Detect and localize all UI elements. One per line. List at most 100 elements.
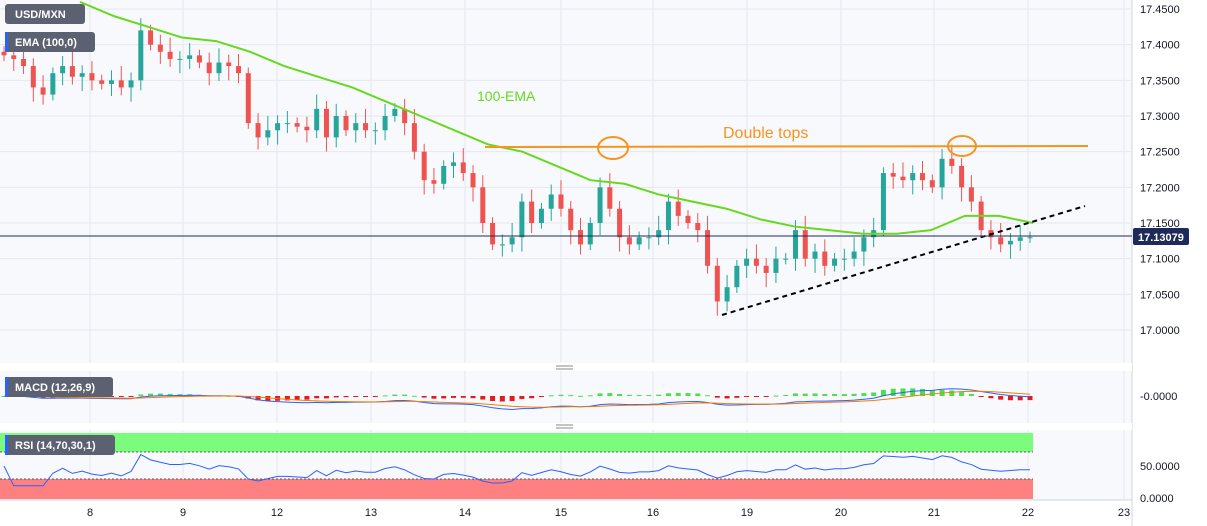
macd-histogram-bar [1017,396,1023,401]
macd-signal-line [3,390,1031,408]
macd-histogram-bar [157,393,163,396]
time-tick-label: 8 [87,507,93,519]
candle-body [69,66,75,77]
candle-body [275,123,281,131]
macd-histogram-bar [783,395,789,397]
candle-body [558,194,564,209]
candle-body [695,223,701,231]
ema-annotation-label: 100-EMA [477,88,536,104]
macd-histogram-bar [148,393,154,396]
rsi-oversold-zone [0,479,1033,499]
price-tick-label: 17.1000 [1140,254,1180,266]
candle-body [333,116,339,138]
candle-body [187,55,193,59]
macd-resize-handle[interactable] [0,363,1132,371]
candle-body [79,73,85,77]
macd-histogram-bar [548,395,554,397]
macd-histogram-bar [861,393,867,396]
time-tick-label: 14 [459,507,471,519]
candle-body [783,258,789,260]
candle-body [1,51,7,56]
candle-body [89,73,95,81]
candle-body [812,251,818,259]
macd-histogram-bar [1007,396,1013,401]
price-tick-label: 17.4000 [1140,40,1180,52]
macd-histogram-bar [314,396,320,399]
macd-histogram-bar [509,396,515,402]
macd-histogram-bar [167,393,173,396]
candle-body [832,258,838,266]
candle-body [568,208,574,231]
macd-histogram-bar [988,396,994,399]
candle-body [372,130,378,132]
candle-body [646,237,652,239]
time-tick-label: 21 [928,507,940,519]
macd-panel-bg [0,371,1132,423]
ema-tag[interactable]: EMA (100,0) [5,32,95,52]
candle-body [841,258,847,260]
candle-body [607,187,613,209]
candle-body [714,265,720,302]
macd-histogram-bar [363,396,369,397]
macd-histogram-bar [333,396,339,398]
candle-body [11,55,17,59]
candle-body [177,58,183,60]
macd-histogram-bar [470,396,476,399]
price-tick-label: 17.1500 [1140,218,1180,230]
candle-body [880,173,886,231]
candle-body [587,223,593,245]
price-tick-label: 17.0000 [1140,325,1180,337]
current-price-badge [1133,228,1189,245]
candle-body [763,265,769,273]
candle-body [421,151,427,181]
time-tick-label: 9 [180,507,186,519]
price-tick-label: 17.2500 [1140,147,1180,159]
candle-body [118,80,124,88]
candle-body [900,176,906,181]
macd-histogram-bar [841,394,847,396]
candle-body [411,123,417,152]
rsi-tag[interactable]: RSI (14,70,30,1) [5,435,115,455]
candle-body [353,123,359,131]
candle-body [470,173,476,188]
rsi-resize-handle[interactable] [0,423,1132,430]
candle-body [460,162,466,174]
macd-histogram-bar [128,396,134,397]
macd-histogram-bar [646,395,652,397]
price-tick-label: 17.0500 [1140,289,1180,301]
candle-body [724,287,730,302]
candle-body [626,237,632,245]
macd-tag[interactable]: MACD (12,26,9) [5,377,113,397]
candle-body [665,201,671,231]
candle-body [910,173,916,181]
macd-histogram-bar [382,395,388,397]
candle-body [1027,237,1033,239]
candle-body [753,258,759,266]
candle-body [675,201,681,216]
macd-histogram-bar [617,393,623,396]
current-price-value: 17.13079 [1138,232,1184,244]
candle-body [744,258,750,266]
macd-histogram-bar [705,395,711,397]
candle-body [822,251,828,266]
macd-histogram-bar [265,396,271,401]
time-tick-label: 20 [835,507,847,519]
candle-body [529,201,535,223]
candle-body [861,237,867,252]
candle-body [226,62,232,67]
price-axis: 17.4500 17.4000 17.3500 17.3000 17.2500 17.20… [1140,4,1180,337]
macd-axis-tick: -0.0000 [1140,391,1177,403]
candle-body [196,55,202,63]
macd-histogram-bar [568,395,574,397]
time-tick-label: 22 [1022,507,1034,519]
symbol-tag[interactable]: USD/MXN [5,4,85,24]
candle-body [245,73,251,124]
macd-histogram-bar [753,396,759,397]
time-tick-label: 15 [555,507,567,519]
macd-histogram-bar [880,389,886,396]
macd-histogram-bar [587,395,593,397]
rsi-line [3,453,1030,487]
double-top-marker-2 [947,135,977,157]
macd-histogram-bar [538,396,544,397]
candle-body [392,108,398,116]
